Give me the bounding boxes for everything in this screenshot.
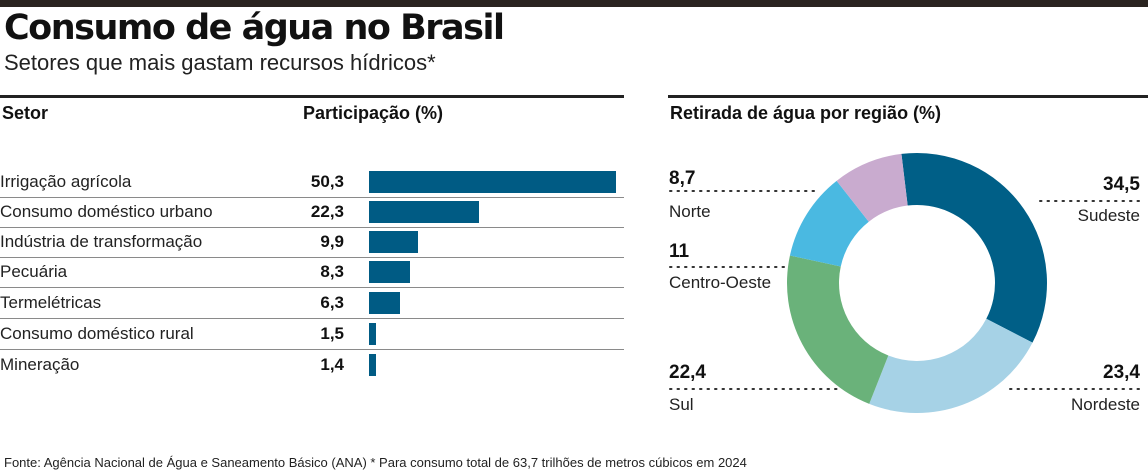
sector-label: Mineração	[0, 355, 80, 374]
donut-slice-nordeste	[869, 318, 1033, 413]
bar-irrigacao	[369, 171, 616, 193]
sector-value: 6,3	[320, 293, 344, 312]
bar-pecuaria	[369, 261, 410, 283]
sector-value: 50,3	[310, 172, 344, 191]
sector-label: Pecuária	[0, 262, 68, 281]
sector-label: Consumo doméstico rural	[0, 324, 194, 343]
slice-label-centro-oeste: Centro-Oeste	[669, 273, 772, 292]
slice-label-nordeste: Nordeste	[1071, 395, 1140, 414]
bar-consumo-urbano	[369, 201, 479, 223]
sector-value: 22,3	[310, 202, 344, 221]
slice-value-centro-oeste: 11	[669, 241, 690, 262]
slice-label-norte: Norte	[669, 202, 711, 221]
sector-label: Irrigação agrícola	[0, 172, 132, 191]
bar-row: Termelétricas 6,3	[0, 288, 624, 319]
sector-value: 1,4	[320, 355, 344, 374]
slice-value-sudeste: 34,5	[1103, 174, 1140, 195]
slice-value-norte: 8,7	[669, 168, 696, 189]
sector-value: 8,3	[320, 262, 344, 281]
bar-row: Consumo doméstico urbano 22,3	[0, 197, 624, 228]
donut-slice-norte	[836, 153, 908, 222]
bar-termeletricas	[369, 292, 400, 314]
slice-value-sul: 22,4	[669, 362, 706, 383]
bar-row: Pecuária 8,3	[0, 257, 624, 288]
sector-label: Consumo doméstico urbano	[0, 202, 213, 221]
footnote: Fonte: Agência Nacional de Água e Saneam…	[4, 455, 747, 470]
bar-industria	[369, 231, 418, 253]
bar-row: Consumo doméstico rural 1,5	[0, 319, 624, 350]
column-header-share: Participação (%)	[303, 103, 444, 123]
donut-slice-centro-oeste	[789, 180, 869, 267]
donut-slice-sudeste	[901, 152, 1048, 343]
sector-label: Termelétricas	[0, 293, 102, 312]
page-subtitle: Setores que mais gastam recursos hídrico…	[4, 50, 436, 75]
slice-value-nordeste: 23,4	[1103, 362, 1140, 383]
left-header-rule	[0, 95, 624, 98]
bar-row: Mineração 1,4	[0, 350, 624, 380]
donut-title: Retirada de água por região (%)	[670, 103, 942, 123]
right-header-rule	[668, 95, 1148, 98]
bar-row: Indústria de transformação 9,9	[0, 227, 624, 258]
sector-value: 9,9	[320, 232, 344, 251]
slice-label-sudeste: Sudeste	[1077, 206, 1140, 225]
bar-consumo-rural	[369, 323, 377, 345]
donut-slice-sul	[786, 255, 889, 404]
bar-mineracao	[369, 354, 376, 376]
sector-value: 1,5	[320, 324, 344, 343]
column-header-sector: Setor	[2, 103, 49, 123]
bar-row: Irrigação agrícola 50,3	[0, 167, 624, 198]
sector-label: Indústria de transformação	[0, 232, 203, 251]
top-bar	[0, 0, 1148, 7]
page-title: Consumo de água no Brasil	[4, 8, 505, 48]
slice-label-sul: Sul	[669, 395, 694, 414]
